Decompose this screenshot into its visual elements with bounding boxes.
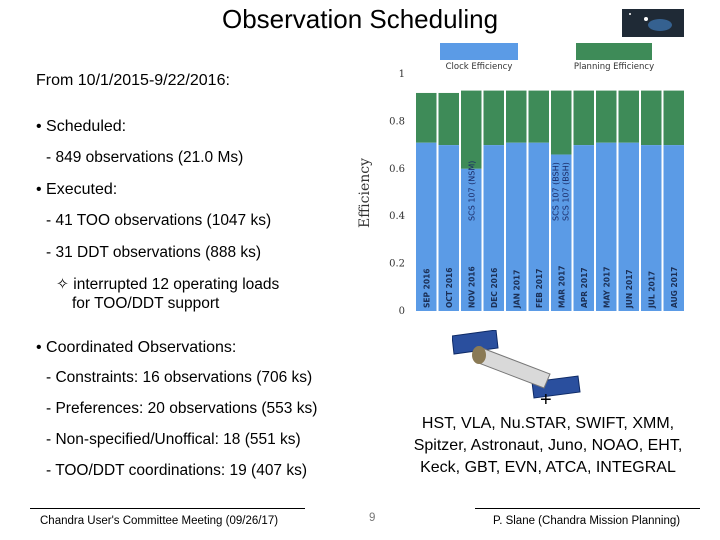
planning-bar-2 bbox=[438, 92, 459, 146]
x-axis-labels: SEP 2016 OCT 2016 NOV 2016 DEC 2016 JAN 2017… bbox=[422, 265, 679, 309]
logo-graphic bbox=[622, 9, 684, 37]
scheduled-observations: - 849 observations (21.0 Ms) bbox=[46, 149, 244, 166]
y-tick-label-5: 1 bbox=[399, 69, 405, 80]
clock-bar-2 bbox=[438, 145, 459, 311]
scheduled-heading: • Scheduled: bbox=[36, 118, 127, 135]
annotation-3: SCS 107 (BSH) bbox=[561, 162, 570, 221]
clock-bar-3 bbox=[461, 168, 482, 311]
annotations-group: SCS 107 (NSM) SCS 107 (BSH) SCS 107 (BSH) bbox=[467, 161, 570, 221]
footer-divider-right bbox=[475, 508, 700, 509]
executed-heading: • Executed: bbox=[36, 181, 118, 198]
constraints-text: - Constraints: 16 observations (706 ks) bbox=[46, 369, 313, 386]
legend-swatch-1 bbox=[440, 43, 518, 60]
planning-bar-11 bbox=[641, 90, 662, 146]
x-tick-label-10: JUN 2017 bbox=[625, 269, 634, 309]
clock-bar-11 bbox=[641, 145, 662, 311]
clock-bar-5 bbox=[506, 142, 527, 311]
footer-page-number: 9 bbox=[369, 512, 376, 524]
preferences-text: - Preferences: 20 observations (553 ks) bbox=[46, 400, 318, 417]
chandra-satellite-image bbox=[452, 330, 581, 399]
y-axis: 0 0.2 0.4 0.6 0.8 1 bbox=[389, 69, 405, 317]
annotation-1: SCS 107 (NSM) bbox=[467, 161, 476, 221]
y-axis-label: Efficiency bbox=[357, 158, 373, 228]
clock-bar-6 bbox=[528, 142, 549, 311]
planning-bar-12 bbox=[663, 90, 684, 146]
x-tick-label-1: SEP 2016 bbox=[422, 268, 431, 308]
chart-legend: Clock Efficiency Planning Efficiency bbox=[440, 43, 654, 72]
chandra-logo bbox=[622, 9, 684, 37]
footer-divider-left bbox=[30, 508, 305, 509]
x-tick-label-8: APR 2017 bbox=[580, 267, 589, 308]
legend-label-1: Clock Efficiency bbox=[446, 62, 513, 72]
clock-bar-9 bbox=[596, 142, 617, 311]
clock-bar-7 bbox=[551, 154, 572, 311]
x-tick-label-6: FEB 2017 bbox=[535, 269, 544, 308]
planning-bar-9 bbox=[596, 90, 617, 143]
x-tick-label-9: MAY 2017 bbox=[602, 267, 611, 308]
interrupted-line-1: ✧ interrupted 12 operating loads bbox=[56, 276, 280, 293]
nonspecified-text: - Non-specified/Unoffical: 18 (551 ks) bbox=[46, 431, 301, 448]
footer-author: P. Slane (Chandra Mission Planning) bbox=[493, 515, 681, 527]
y-tick-label-3: 0.6 bbox=[389, 164, 405, 175]
x-tick-label-4: DEC 2016 bbox=[490, 268, 499, 308]
legend-label-2: Planning Efficiency bbox=[574, 62, 654, 72]
interrupted-line-2: for TOO/DDT support bbox=[72, 295, 220, 312]
planning-bar-7 bbox=[551, 90, 572, 155]
facilities-list: HST, VLA, Nu.STAR, SWIFT, XMM, Spitzer, … bbox=[413, 415, 683, 476]
bars-group bbox=[416, 90, 684, 311]
x-tick-label-11: JUL 2017 bbox=[647, 271, 656, 309]
x-tick-label-7: MAR 2017 bbox=[557, 265, 566, 308]
period-text: From 10/1/2015-9/22/2016: bbox=[36, 72, 230, 89]
y-tick-label-0: 0 bbox=[399, 306, 405, 317]
too-ddt-coordinations-text: - TOO/DDT coordinations: 19 (407 ks) bbox=[46, 462, 308, 479]
x-tick-label-2: OCT 2016 bbox=[445, 268, 454, 308]
annotation-2: SCS 107 (BSH) bbox=[551, 162, 560, 221]
clock-bar-1 bbox=[416, 142, 437, 311]
plus-sign: + bbox=[540, 389, 552, 411]
page-title: Observation Scheduling bbox=[221, 4, 499, 34]
clock-bar-8 bbox=[573, 145, 594, 311]
x-tick-label-12: AUG 2017 bbox=[670, 267, 679, 308]
coordinated-heading: • Coordinated Observations: bbox=[36, 339, 237, 356]
planning-bar-1 bbox=[416, 92, 437, 143]
legend-swatch-2 bbox=[576, 43, 652, 60]
clock-bar-12 bbox=[663, 145, 684, 311]
planning-bar-6 bbox=[528, 90, 549, 143]
x-tick-label-5: JAN 2017 bbox=[512, 270, 521, 309]
planning-bar-10 bbox=[618, 90, 639, 143]
y-tick-label-1: 0.2 bbox=[389, 259, 405, 270]
planning-bar-4 bbox=[483, 90, 504, 146]
efficiency-chart: Clock Efficiency Planning Efficiency 0 0.2… bbox=[357, 43, 684, 317]
planning-bar-3 bbox=[461, 90, 482, 169]
planning-bar-8 bbox=[573, 90, 594, 146]
too-observations: - 41 TOO observations (1047 ks) bbox=[46, 212, 272, 229]
clock-bar-10 bbox=[618, 142, 639, 311]
planning-bar-5 bbox=[506, 90, 527, 143]
footer-meeting: Chandra User's Committee Meeting (09/26/… bbox=[40, 515, 279, 527]
clock-bar-4 bbox=[483, 145, 504, 311]
y-tick-label-2: 0.4 bbox=[389, 211, 405, 222]
x-tick-label-3: NOV 2016 bbox=[467, 266, 476, 308]
y-tick-label-4: 0.8 bbox=[389, 116, 405, 127]
ddt-observations: - 31 DDT observations (888 ks) bbox=[46, 244, 262, 261]
